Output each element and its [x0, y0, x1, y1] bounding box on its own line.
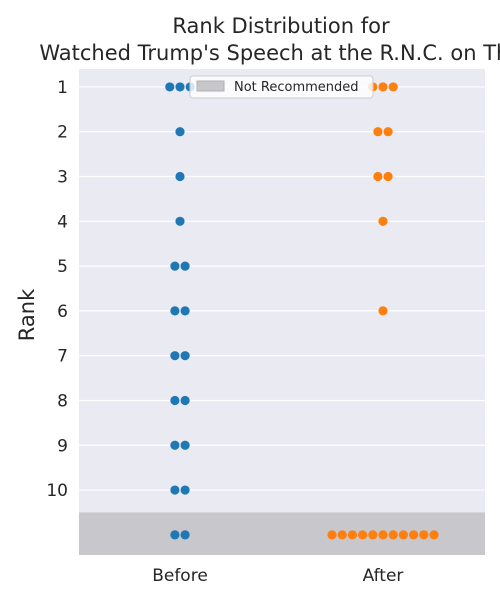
swarm-point [180, 440, 190, 450]
swarm-point [180, 485, 190, 495]
swarm-point [327, 530, 337, 540]
swarm-point [175, 82, 185, 92]
swarm-point [170, 351, 180, 361]
chart-title-line-1: Rank Distribution for [172, 14, 390, 38]
plot-area [79, 69, 485, 555]
x-tick-labels: Before After [152, 566, 403, 586]
swarm-point [378, 530, 388, 540]
grid-lines [79, 86, 485, 491]
swarm-point [180, 261, 190, 271]
y-tick-label: 4 [57, 212, 68, 232]
swarm-point [180, 306, 190, 316]
swarm-point [398, 530, 408, 540]
legend-swatch [196, 80, 225, 92]
y-tick-label: 2 [57, 123, 68, 143]
swarm-point [175, 127, 185, 137]
swarm-point [175, 216, 185, 226]
y-tick-label: 1 [57, 78, 68, 98]
x-tick-label: Before [152, 566, 208, 586]
swarm-point [170, 485, 180, 495]
swarm-point [358, 530, 368, 540]
swarm-point [373, 127, 383, 137]
swarm-point [388, 530, 398, 540]
legend-label: Not Recommended [234, 80, 359, 95]
y-tick-labels: 1 2 3 4 5 6 7 8 9 10 [46, 78, 68, 501]
swarm-point [170, 440, 180, 450]
y-tick-label: 9 [57, 436, 68, 456]
swarm-point [378, 306, 388, 316]
x-tick-label: After [363, 566, 404, 586]
swarm-point [175, 171, 185, 182]
y-tick-label: 10 [46, 481, 68, 501]
y-tick-label: 5 [57, 257, 68, 277]
swarm-point [170, 395, 180, 406]
chart-title-line-2: Watched Trump's Speech at the R.N.C. on … [39, 41, 500, 65]
swarm-point [383, 171, 393, 182]
swarm-point [170, 261, 180, 271]
y-axis-label: Rank [15, 288, 39, 341]
swarm-point [378, 82, 388, 92]
swarm-point [373, 171, 383, 182]
swarm-point [337, 530, 347, 540]
y-tick-label: 8 [57, 391, 68, 411]
swarm-point [388, 82, 398, 92]
legend-box [189, 75, 374, 99]
swarm-point [368, 530, 378, 540]
swarm-point [180, 351, 190, 361]
y-tick-label: 6 [57, 302, 68, 322]
swarm-point [429, 530, 439, 540]
swarm-point [180, 530, 190, 540]
swarm-point [165, 82, 175, 92]
swarm-point [170, 306, 180, 316]
swarm-point [383, 127, 393, 137]
swarm-point [347, 530, 357, 540]
y-tick-label: 7 [57, 347, 68, 367]
y-tick-label: 3 [57, 168, 68, 188]
swarm-point [170, 530, 180, 540]
swarm-point [409, 530, 419, 540]
swarm-point [419, 530, 429, 540]
swarm-point [378, 216, 388, 226]
swarm-point [180, 395, 190, 406]
legend: Not Recommended [189, 75, 374, 99]
